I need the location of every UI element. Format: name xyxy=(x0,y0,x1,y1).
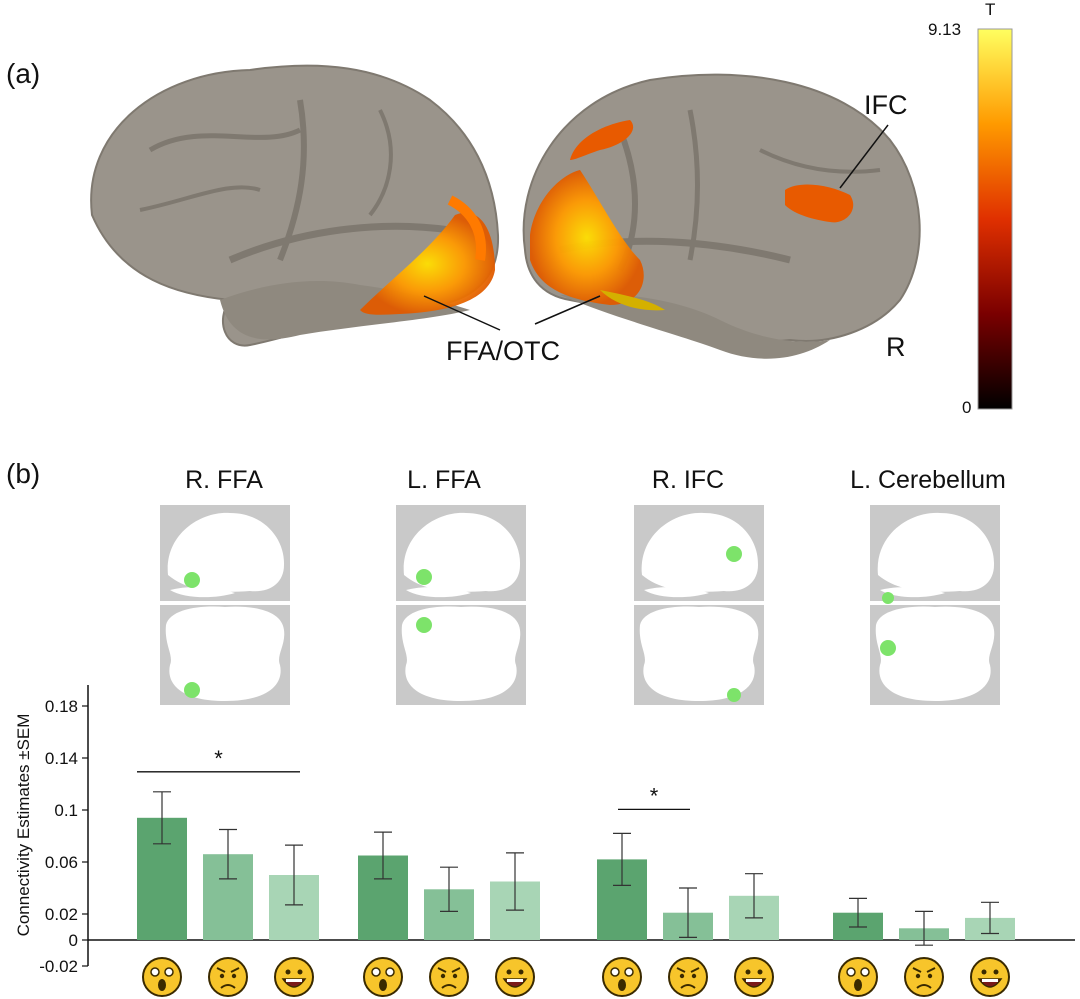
panel-a-label: (a) xyxy=(6,58,41,89)
roi-thumb-r-ifc xyxy=(634,505,764,705)
ffa-otc-label: FFA/OTC xyxy=(446,336,560,366)
y-tick-label: 0.02 xyxy=(45,905,78,924)
significance-star: * xyxy=(214,746,223,771)
colorbar-min-label: 0 xyxy=(962,398,972,417)
angry-face-icon xyxy=(668,957,708,997)
roi-title-r-ifc: R. IFC xyxy=(651,466,725,494)
surprised-face-icon xyxy=(602,957,642,997)
roi-title-l-cerebellum: L. Cerebellum xyxy=(850,466,1006,494)
surprised-face-icon xyxy=(838,957,878,997)
y-tick-label: 0 xyxy=(69,931,78,950)
ffa-pointer-right xyxy=(534,295,601,325)
happy-face-icon xyxy=(495,957,535,997)
roi-thumbnails xyxy=(160,505,1000,705)
roi-thumb-l-ffa xyxy=(396,505,526,705)
left-hemisphere xyxy=(90,64,500,347)
connectivity-bar-chart: -0.02 0 0.02 0.06 0.1 0.14 0.18 * * xyxy=(39,685,1075,997)
panel-a-figure xyxy=(90,28,1013,410)
y-tick-label: 0.18 xyxy=(45,697,78,716)
ffa-pointer-left xyxy=(423,295,501,331)
surprised-face-icon xyxy=(363,957,403,997)
ifc-label: IFC xyxy=(864,90,908,120)
y-tick-label: -0.02 xyxy=(39,957,78,976)
angry-face-icon xyxy=(904,957,944,997)
colorbar-title: T xyxy=(985,0,996,19)
roi-title-r-ffa: R. FFA xyxy=(185,466,263,494)
right-hemisphere xyxy=(522,73,921,359)
surprised-face-icon xyxy=(142,957,182,997)
angry-face-icon xyxy=(429,957,469,997)
roi-title-l-ffa: L. FFA xyxy=(407,466,481,494)
panel-b-label: (b) xyxy=(6,458,41,489)
happy-face-icon xyxy=(970,957,1010,997)
significance-star: * xyxy=(650,783,659,808)
y-tick-label: 0.1 xyxy=(54,801,78,820)
y-tick-label: 0.06 xyxy=(45,853,78,872)
happy-face-icon xyxy=(274,957,314,997)
happy-face-icon xyxy=(734,957,774,997)
ifc-pointer xyxy=(839,124,889,189)
roi-thumb-r-ffa xyxy=(160,505,290,705)
roi-thumb-l-cerebellum xyxy=(870,505,1000,705)
angry-face-icon xyxy=(208,957,248,997)
y-tick-label: 0.14 xyxy=(45,749,78,768)
hemisphere-label: R xyxy=(886,332,906,362)
colorbar-max-label: 9.13 xyxy=(928,20,962,39)
colorbar xyxy=(977,28,1013,410)
